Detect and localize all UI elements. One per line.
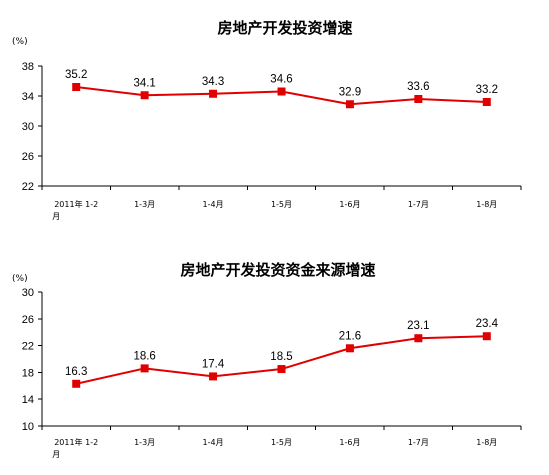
investment-data-point — [414, 95, 423, 103]
investment-data-label: 33.6 — [407, 81, 429, 93]
funding-data-point — [345, 344, 354, 353]
funding-source-growth-chart: 房地产开发投资资金来源增速 (%) 10 14 18 22 26 30 2011年 1-2 月 1-… — [0, 237, 549, 475]
investment-data-point — [482, 98, 491, 106]
investment-y-tick-label: 38 — [22, 61, 34, 73]
investment-data-point — [209, 89, 218, 98]
investment-data-label: 34.3 — [202, 76, 224, 88]
investment-data-point — [140, 91, 149, 100]
investment-growth-svg: 房地产开发投资增速 (%) 22 26 30 34 38 2011年 1-2 月 1-3月 1-4月… — [12, 19, 522, 221]
funding-data-label: 17.4 — [202, 358, 225, 370]
funding-data-point — [72, 379, 81, 388]
funding-y-tick-label: 18 — [22, 367, 34, 379]
funding-y-tick-label: 30 — [22, 287, 34, 299]
funding-unit-label: (%) — [12, 274, 28, 284]
investment-y-tick-label: 22 — [22, 181, 34, 193]
investment-x-tick-label: 1-5月 — [271, 200, 292, 209]
funding-data-label: 18.5 — [270, 351, 292, 363]
funding-y-tick-label: 26 — [22, 314, 34, 326]
investment-x-tick-label: 1-6月 — [339, 200, 360, 209]
funding-x-tick-label: 2011年 1-2 月 — [52, 437, 98, 459]
investment-data-label: 33.2 — [476, 84, 498, 96]
investment-x-tick-label: 2011年 1-2 月 — [52, 199, 98, 221]
investment-data-point — [72, 83, 81, 91]
funding-x-tick-label: 1-3月 — [134, 438, 155, 447]
funding-data-point — [209, 372, 218, 381]
investment-data-point — [345, 100, 354, 109]
funding-data-point — [414, 334, 423, 343]
funding-x-tick-label: 1-7月 — [408, 438, 429, 447]
funding-x-tick-label: 1-6月 — [339, 438, 360, 447]
investment-x-tick-label: 1-4月 — [203, 200, 224, 209]
investment-chart-title: 房地产开发投资增速 — [217, 19, 352, 37]
funding-data-label: 23.1 — [407, 320, 429, 332]
funding-x-tick-label: 1-4月 — [203, 438, 224, 447]
funding-x-tick-label: 1-8月 — [476, 438, 497, 447]
investment-y-tick-label: 34 — [22, 91, 34, 103]
investment-growth-chart: 房地产开发投资增速 (%) 22 26 30 34 38 2011年 1-2 月 1-3月 1-4月… — [0, 0, 549, 237]
investment-data-point — [277, 87, 286, 96]
funding-chart-title: 房地产开发投资资金来源增速 — [180, 261, 375, 279]
funding-x-tick-label: 1-5月 — [271, 438, 292, 447]
funding-y-tick-label: 22 — [22, 341, 34, 353]
funding-data-point — [277, 365, 286, 374]
funding-y-tick-label: 10 — [22, 421, 34, 433]
investment-data-label: 34.6 — [270, 74, 292, 86]
investment-unit-label: (%) — [12, 37, 28, 47]
investment-x-tick-label: 1-8月 — [476, 200, 497, 209]
investment-data-label: 35.2 — [65, 69, 87, 81]
funding-data-point — [140, 364, 149, 373]
funding-data-label: 18.6 — [133, 350, 155, 362]
funding-data-point — [482, 332, 491, 341]
investment-y-tick-label: 30 — [22, 121, 34, 133]
funding-data-label: 21.6 — [339, 330, 361, 342]
funding-source-growth-svg: 房地产开发投资资金来源增速 (%) 10 14 18 22 26 30 2011年 1-2 月 1-… — [12, 261, 522, 459]
funding-data-label: 23.4 — [476, 318, 499, 330]
investment-y-tick-label: 26 — [22, 151, 34, 163]
investment-data-label: 32.9 — [339, 86, 361, 98]
funding-y-tick-label: 14 — [22, 394, 34, 406]
investment-x-tick-label: 1-7月 — [408, 200, 429, 209]
investment-x-tick-label: 1-3月 — [134, 200, 155, 209]
funding-data-label: 16.3 — [65, 366, 87, 378]
investment-data-label: 34.1 — [133, 77, 155, 89]
